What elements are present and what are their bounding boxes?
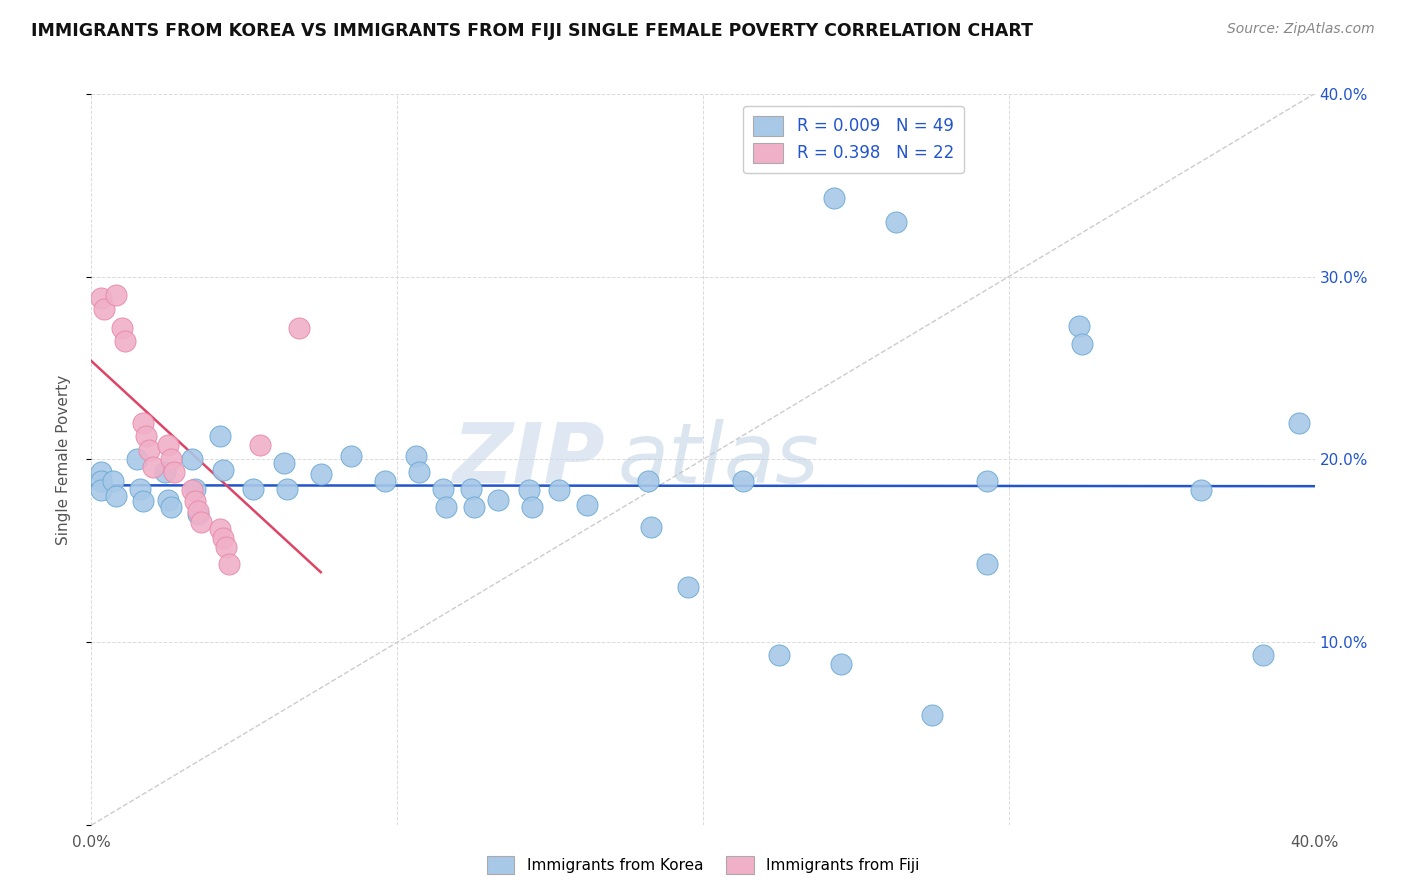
Point — [921, 708, 943, 723]
Point — [132, 416, 155, 430]
Point — [156, 438, 179, 452]
Point — [824, 191, 846, 205]
Point — [138, 443, 160, 458]
Point — [1071, 337, 1094, 351]
Point — [273, 456, 295, 470]
Point — [101, 475, 124, 489]
Point — [187, 507, 209, 521]
Point — [132, 494, 155, 508]
Point — [187, 503, 209, 517]
Point — [463, 500, 485, 514]
Point — [676, 581, 699, 595]
Point — [218, 557, 240, 571]
Point — [135, 428, 157, 442]
Point — [460, 482, 482, 496]
Text: IMMIGRANTS FROM KOREA VS IMMIGRANTS FROM FIJI SINGLE FEMALE POVERTY CORRELATION : IMMIGRANTS FROM KOREA VS IMMIGRANTS FROM… — [31, 22, 1033, 40]
Point — [242, 482, 264, 496]
Point — [276, 482, 298, 496]
Point — [288, 320, 311, 334]
Text: Source: ZipAtlas.com: Source: ZipAtlas.com — [1227, 22, 1375, 37]
Point — [181, 452, 204, 467]
Point — [212, 463, 235, 477]
Point — [517, 483, 540, 498]
Point — [90, 465, 112, 479]
Text: ZIP: ZIP — [453, 419, 605, 500]
Point — [127, 452, 149, 467]
Point — [104, 287, 127, 301]
Point — [160, 452, 183, 467]
Point — [190, 515, 212, 529]
Point — [486, 492, 509, 507]
Point — [1191, 483, 1213, 498]
Point — [1069, 318, 1091, 333]
Point — [93, 302, 115, 317]
Point — [160, 500, 183, 514]
Point — [114, 334, 136, 348]
Y-axis label: Single Female Poverty: Single Female Poverty — [56, 375, 70, 544]
Point — [575, 498, 598, 512]
Point — [830, 657, 852, 672]
Point — [1288, 416, 1310, 430]
Point — [731, 475, 754, 489]
Point — [637, 475, 659, 489]
Point — [208, 522, 231, 536]
Point — [340, 449, 363, 463]
Point — [249, 438, 271, 452]
Point — [309, 467, 332, 481]
Point — [434, 500, 457, 514]
Point — [163, 465, 186, 479]
Point — [184, 482, 207, 496]
Point — [640, 520, 662, 534]
Point — [208, 428, 231, 442]
Point — [104, 489, 127, 503]
Legend: R = 0.009   N = 49, R = 0.398   N = 22: R = 0.009 N = 49, R = 0.398 N = 22 — [744, 105, 963, 173]
Point — [90, 292, 112, 306]
Point — [374, 475, 396, 489]
Point — [153, 465, 176, 479]
Point — [1251, 648, 1274, 662]
Legend: Immigrants from Korea, Immigrants from Fiji: Immigrants from Korea, Immigrants from F… — [481, 850, 925, 880]
Point — [90, 475, 112, 489]
Text: atlas: atlas — [617, 419, 820, 500]
Point — [884, 214, 907, 228]
Point — [408, 465, 430, 479]
Point — [129, 482, 152, 496]
Point — [184, 494, 207, 508]
Point — [212, 531, 235, 545]
Point — [111, 320, 134, 334]
Point — [520, 500, 543, 514]
Point — [405, 449, 427, 463]
Point — [548, 483, 571, 498]
Point — [215, 540, 238, 554]
Point — [181, 483, 204, 498]
Point — [976, 557, 998, 571]
Point — [90, 483, 112, 498]
Point — [976, 475, 998, 489]
Point — [432, 482, 454, 496]
Point — [768, 648, 790, 662]
Point — [156, 492, 179, 507]
Point — [141, 459, 163, 474]
